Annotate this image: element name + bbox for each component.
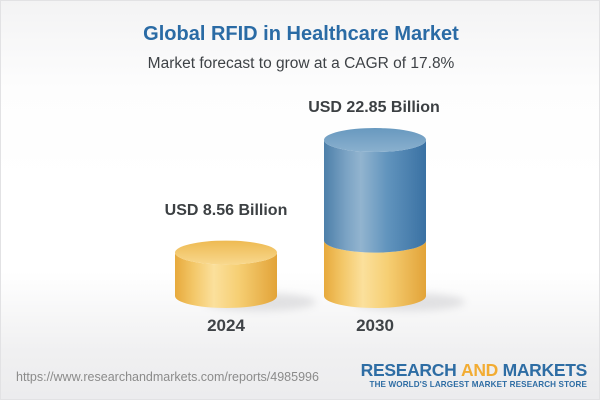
- logo-word-research: RESEARCH: [360, 360, 457, 380]
- value-label-2030: USD 22.85 Billion: [308, 99, 440, 116]
- research-and-markets-logo: RESEARCH AND MARKETS THE WORLD'S LARGEST…: [287, 360, 588, 390]
- cylinder-bars: [175, 128, 465, 311]
- logo-word-and: AND: [460, 360, 498, 380]
- logo-word-markets: MARKETS: [502, 360, 588, 380]
- source-url[interactable]: https://www.researchandmarkets.com/repor…: [16, 370, 319, 384]
- value-label-2024: USD 8.56 Billion: [164, 202, 288, 219]
- logo-wordmark: RESEARCH AND MARKETS: [287, 360, 588, 380]
- logo-tagline: THE WORLD'S LARGEST MARKET RESEARCH STOR…: [369, 380, 587, 390]
- axis-label-2030: 2030: [356, 316, 394, 335]
- axis-label-2024: 2024: [207, 316, 245, 335]
- bar-chart: [175, 128, 465, 311]
- chart-subtitle: Market forecast to grow at a CAGR of 17.…: [147, 55, 455, 72]
- chart-title: Global RFID in Healthcare Market: [143, 23, 459, 45]
